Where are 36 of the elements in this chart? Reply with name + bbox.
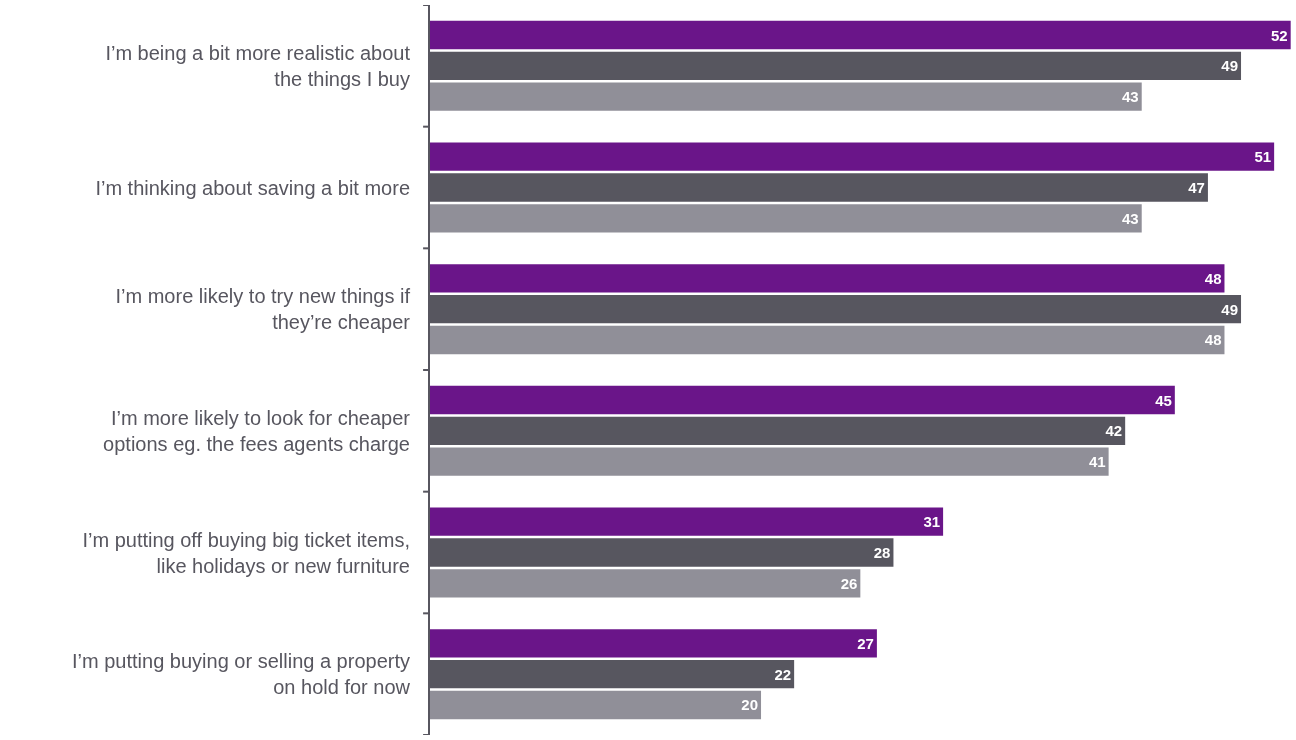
bar — [430, 82, 1142, 111]
bar — [430, 20, 1291, 50]
y-tick-label: I’m more likely to look for cheaper options eg. the fees agents charge — [103, 406, 411, 455]
data-label: 52 — [1271, 26, 1288, 44]
bar — [430, 447, 1109, 476]
data-label: 49 — [1221, 300, 1239, 318]
y-tick-label: I’m putting off buying big ticket items, like holidays or new furniture — [82, 528, 410, 577]
bar — [430, 507, 944, 536]
bar — [430, 325, 1225, 355]
bar — [430, 204, 1142, 233]
data-label: 48 — [1204, 331, 1222, 349]
bar — [430, 142, 1275, 171]
data-label: 41 — [1088, 453, 1106, 471]
bar — [430, 629, 877, 658]
data-label: 51 — [1254, 148, 1272, 166]
bar — [430, 569, 861, 598]
data-label: 43 — [1122, 209, 1139, 227]
bar — [430, 690, 762, 720]
y-tick-label: I’m thinking about saving a bit more — [95, 176, 410, 199]
data-label: 45 — [1155, 391, 1172, 409]
data-label: 47 — [1188, 179, 1205, 196]
data-label: 31 — [923, 513, 941, 531]
data-label: 49 — [1221, 57, 1239, 75]
bar — [430, 264, 1225, 293]
bar — [430, 385, 1175, 415]
data-label: 22 — [774, 665, 792, 683]
y-tick-label: I’m putting buying or selling a property on hold for now — [72, 650, 411, 699]
data-label: 43 — [1122, 88, 1139, 106]
y-tick-label: I’m being a bit more realistic about the things I buy — [105, 41, 411, 90]
data-label: 20 — [741, 696, 759, 714]
data-label: 26 — [840, 574, 858, 592]
data-label: 27 — [857, 634, 874, 652]
data-label: 48 — [1204, 269, 1222, 287]
y-tick-label: I’m more likely to try new things if they’re cheaper — [115, 285, 411, 334]
data-label: 28 — [873, 544, 891, 561]
data-label: 42 — [1105, 422, 1123, 440]
